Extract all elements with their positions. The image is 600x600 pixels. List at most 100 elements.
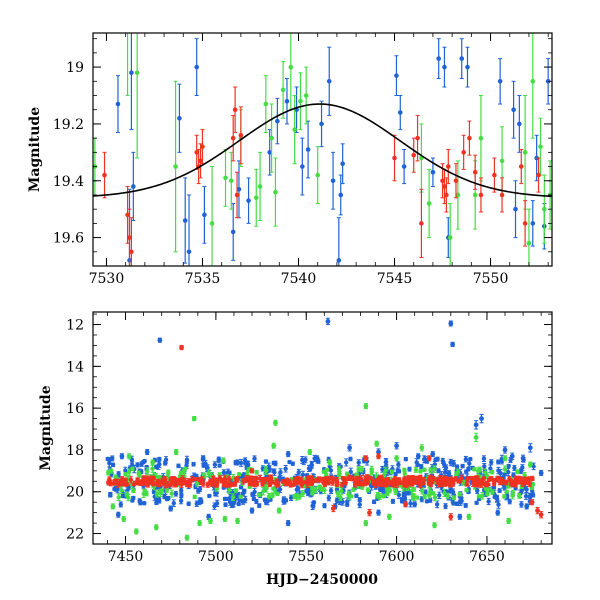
blue-dense-point bbox=[300, 472, 306, 477]
red-dense-point bbox=[362, 479, 367, 485]
red-dense-point bbox=[322, 482, 328, 487]
model-curve bbox=[93, 103, 552, 198]
blue-dense-point bbox=[241, 488, 247, 494]
blue-dense-point bbox=[393, 471, 398, 477]
blue-dense-point bbox=[524, 487, 529, 492]
green-dense-point bbox=[206, 470, 211, 476]
red-data-point bbox=[392, 155, 397, 161]
red-dense-point bbox=[468, 475, 473, 481]
x-tick-label: 7535 bbox=[185, 271, 221, 287]
green-dense-point bbox=[201, 472, 207, 478]
blue-dense-point bbox=[139, 461, 144, 467]
blue-data-point bbox=[267, 150, 272, 155]
green-dense-point bbox=[336, 467, 342, 472]
green-dense-point bbox=[192, 494, 197, 500]
top-panel: 7530 7535 7540 7545 7550 19 19.2 19.4 19.6 Magni… bbox=[27, 32, 553, 287]
blue-data-point bbox=[517, 121, 522, 127]
blue-dense-point bbox=[334, 498, 340, 503]
green-dense-point bbox=[502, 494, 507, 499]
red-dense-point bbox=[165, 482, 170, 487]
red-data-point bbox=[467, 135, 472, 141]
blue-dense-point bbox=[512, 465, 517, 471]
blue-data-point bbox=[194, 64, 200, 70]
green-dense-point bbox=[432, 466, 437, 472]
green-dense-point bbox=[349, 494, 354, 499]
green-dense-point bbox=[123, 471, 128, 477]
blue-dense-point bbox=[309, 462, 314, 468]
blue-dense-point bbox=[135, 462, 140, 468]
blue-data-point bbox=[513, 206, 518, 212]
blue-dense-point bbox=[138, 500, 143, 505]
red-dense-point bbox=[117, 480, 123, 485]
blue-dense-point bbox=[443, 503, 448, 509]
blue-dense-point bbox=[142, 501, 147, 506]
red-dense-point bbox=[112, 481, 117, 486]
green-data-point bbox=[499, 158, 505, 164]
green-dense-point bbox=[266, 494, 272, 499]
blue-dense-point bbox=[424, 499, 430, 504]
green-dense-point bbox=[369, 469, 374, 475]
red-dense-point bbox=[334, 482, 340, 488]
green-dense-point bbox=[445, 493, 450, 499]
green-dense-point bbox=[472, 467, 477, 472]
red-data-point bbox=[453, 178, 459, 184]
red-dense-point bbox=[472, 477, 478, 482]
blue-data-point bbox=[511, 107, 516, 113]
green-data-point bbox=[257, 184, 263, 189]
blue-dense-point bbox=[283, 466, 288, 471]
red-dense-point bbox=[145, 476, 150, 481]
red-data-point bbox=[194, 150, 200, 155]
blue-dense-point bbox=[488, 466, 493, 471]
green-dense-point bbox=[457, 492, 462, 497]
blue-dense-point bbox=[408, 501, 413, 506]
blue-dense-point bbox=[383, 459, 389, 465]
blue-dense-point bbox=[328, 488, 334, 493]
red-dense-point bbox=[497, 479, 503, 485]
blue-dense-point bbox=[154, 464, 159, 470]
red-dense-point bbox=[211, 476, 216, 481]
green-dense-point bbox=[264, 486, 269, 491]
y-tick-label: 19.2 bbox=[53, 117, 84, 133]
red-dense-point bbox=[441, 479, 446, 484]
green-dense-point bbox=[233, 488, 239, 493]
green-data-point bbox=[522, 150, 528, 155]
red-dense-point bbox=[106, 480, 111, 485]
blue-dense-point bbox=[499, 458, 504, 464]
red-dense-point bbox=[274, 479, 279, 484]
green-dense-point bbox=[166, 469, 171, 475]
blue-dense-point bbox=[396, 492, 402, 498]
blue-dense-point bbox=[240, 499, 246, 504]
blue-dense-point bbox=[130, 462, 135, 468]
red-dense-point bbox=[312, 478, 317, 484]
blue-data-point bbox=[115, 101, 121, 107]
green-data-point bbox=[478, 135, 484, 141]
blue-data-point bbox=[465, 64, 470, 70]
blue-dense-point bbox=[442, 470, 448, 475]
blue-dense-point bbox=[377, 486, 383, 491]
blue-dense-point bbox=[507, 499, 512, 504]
blue-dense-point bbox=[311, 503, 316, 509]
blue-dense-point bbox=[348, 469, 353, 474]
green-dense-point bbox=[194, 480, 200, 486]
green-dense-point bbox=[385, 491, 390, 496]
blue-dense-point bbox=[468, 456, 473, 462]
red-data-point bbox=[102, 172, 107, 178]
green-dense-point bbox=[339, 488, 344, 494]
red-dense-point bbox=[244, 476, 249, 481]
green-dense-point bbox=[317, 484, 323, 490]
blue-dense-point bbox=[496, 502, 501, 507]
blue-dense-point bbox=[399, 497, 405, 502]
green-dense-point bbox=[504, 489, 509, 494]
green-dense-point bbox=[522, 473, 527, 478]
blue-dense-point bbox=[178, 498, 184, 503]
blue-dense-point bbox=[403, 456, 409, 462]
blue-dense-point bbox=[463, 503, 468, 508]
green-data-point bbox=[288, 64, 294, 70]
green-dense-point bbox=[313, 487, 318, 492]
green-dense-point bbox=[182, 466, 188, 472]
green-dense-point bbox=[422, 467, 427, 473]
red-dense-point bbox=[241, 479, 246, 484]
blue-dense-point bbox=[252, 456, 257, 461]
